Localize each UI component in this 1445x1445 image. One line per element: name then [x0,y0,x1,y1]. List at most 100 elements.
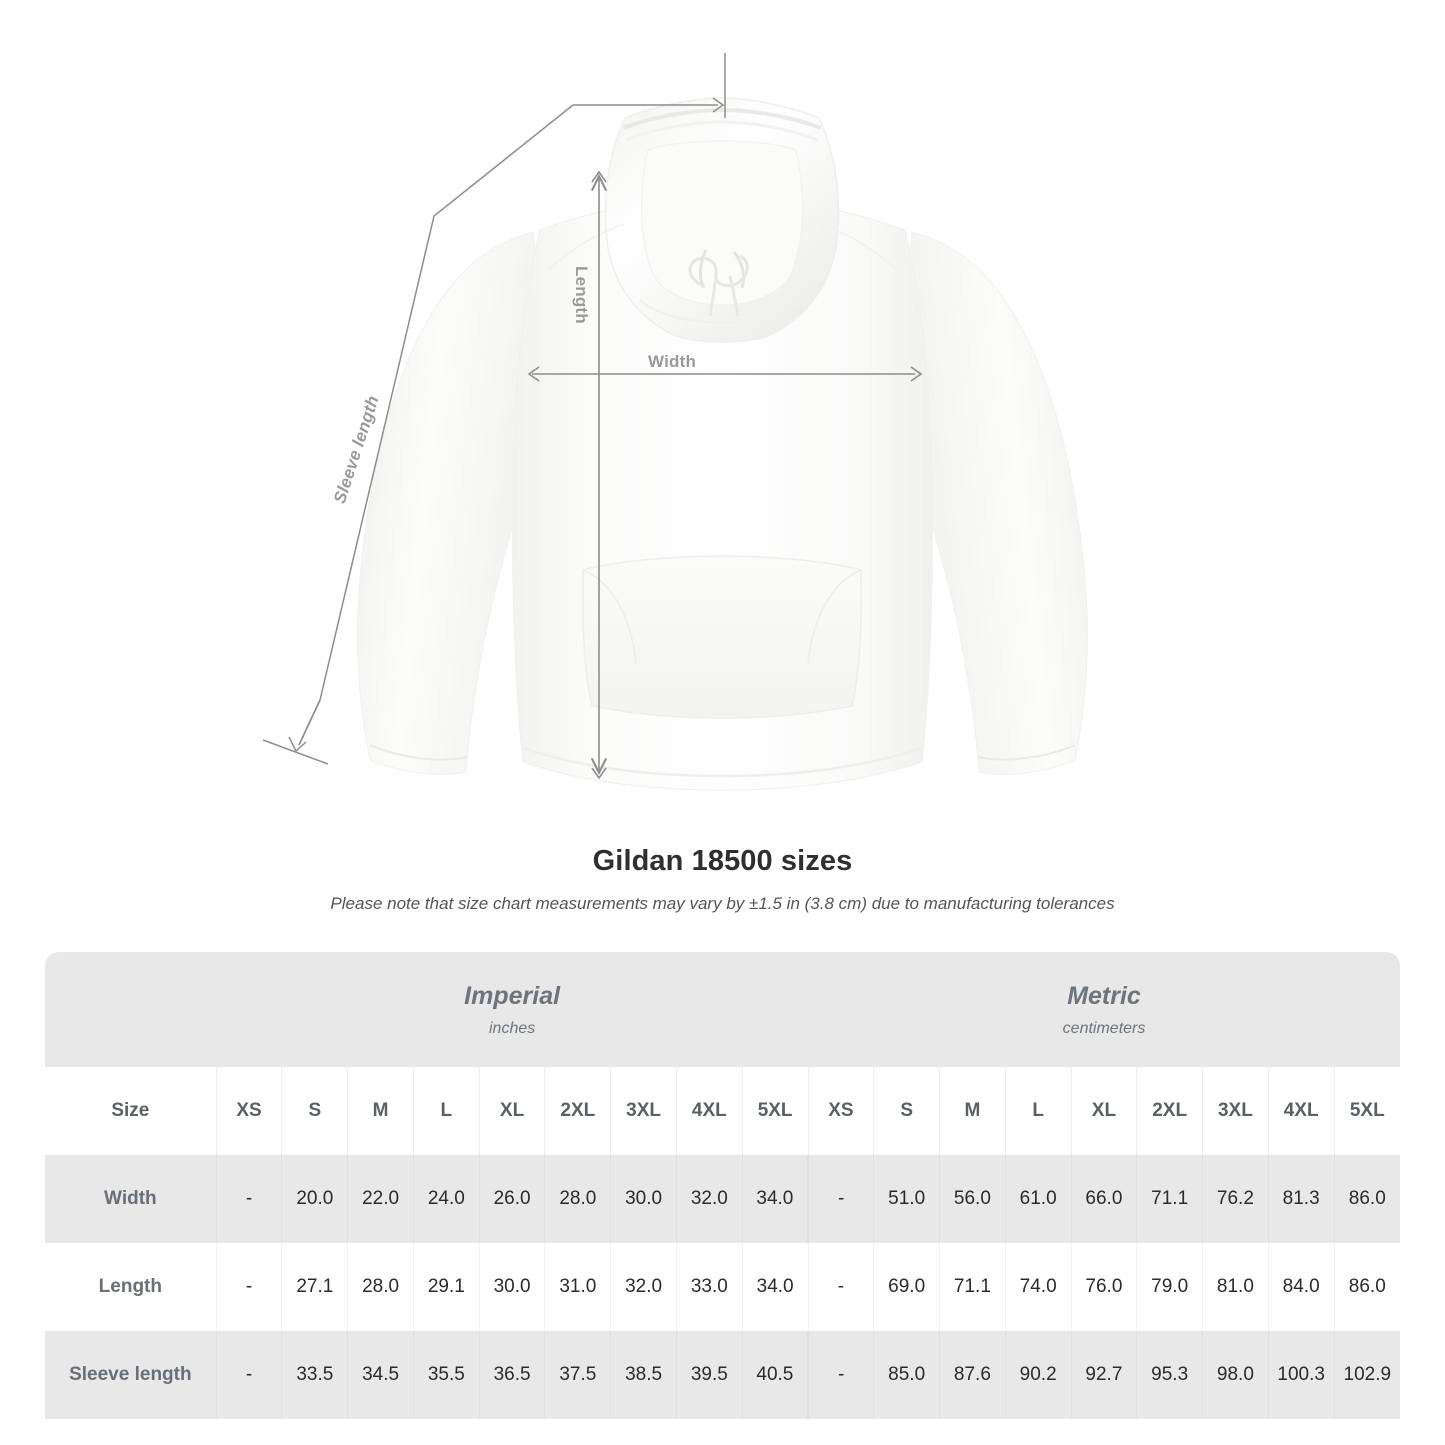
cell-sleeve-length-imperial-2xl: 37.5 [544,1331,611,1419]
cell-width-imperial-xl: 26.0 [478,1155,545,1243]
cell-length-imperial-s: 27.1 [281,1243,348,1331]
cell-width-imperial-4xl: 32.0 [675,1155,743,1243]
cell-sleeve-length-metric-2xl: 95.3 [1136,1331,1203,1419]
cell-sleeve-length-imperial-m: 34.5 [347,1331,414,1419]
size-chart-table: Imperial inches Metric centimeters Size XS S M L… [45,952,1400,1419]
cell-sleeve-length-metric-xs: - [807,1331,874,1419]
table-row: Length -27.1 28.0 29.1 30.0 31.0 32.0 33.0 34.0-… [45,1243,1400,1331]
unit-group-sub: inches [488,1020,536,1038]
width-dimension-line [527,366,923,382]
cell-sleeve-length-imperial-l: 35.5 [412,1331,480,1419]
cell-width-metric-l: 61.0 [1004,1155,1072,1243]
width-label: Width [648,352,697,371]
size-header-row: Size XS S M L XL 2XL 3XL 4XL 5XL XS S M L XL 2XL 3XL 4XL 5… [45,1067,1400,1155]
cell-width-metric-xl: 66.0 [1070,1155,1137,1243]
size-header-metric-s: S [873,1067,940,1155]
cell-width-imperial-s: 20.0 [281,1155,348,1243]
cell-sleeve-length-imperial-3xl: 38.5 [610,1331,677,1419]
cell-width-imperial-l: 24.0 [412,1155,480,1243]
cell-width-metric-2xl: 71.1 [1136,1155,1203,1243]
cell-length-imperial-5xl: 34.0 [741,1243,809,1331]
cell-width-imperial-5xl: 34.0 [741,1155,809,1243]
row-label-sleeve-length: Sleeve length [45,1331,217,1419]
cell-length-imperial-3xl: 32.0 [610,1243,677,1331]
size-header-metric-xs: XS [807,1067,874,1155]
cell-length-imperial-xs: - [215,1243,282,1331]
size-header-imperial-l: L [412,1067,480,1155]
page-title: Gildan 18500 sizes [592,845,853,877]
unit-header-row: Imperial inches Metric centimeters [45,952,1400,1067]
cell-length-metric-xs: - [807,1243,874,1331]
cell-length-metric-3xl: 81.0 [1202,1243,1269,1331]
table-row: Width -20.0 22.0 24.0 26.0 28.0 30.0 32.0 34.0-5… [45,1155,1400,1243]
size-header-label: Size [45,1067,217,1155]
size-header-imperial-m: M [347,1067,414,1155]
cell-width-metric-3xl: 76.2 [1202,1155,1269,1243]
cell-length-imperial-4xl: 33.0 [675,1243,743,1331]
cell-width-metric-5xl: 86.0 [1333,1155,1400,1243]
length-label: Length [572,266,591,324]
size-header-imperial-2xl: 2XL [544,1067,611,1155]
cell-length-metric-s: 69.0 [873,1243,940,1331]
size-header-imperial-3xl: 3XL [610,1067,677,1155]
cell-width-metric-m: 56.0 [939,1155,1006,1243]
unit-group-sub: centimeters [1062,1020,1146,1038]
cell-width-metric-s: 51.0 [873,1155,940,1243]
size-header-imperial-4xl: 4XL [675,1067,743,1155]
cell-width-imperial-m: 22.0 [347,1155,414,1243]
hoodie-measurement-diagram: Length Width Sleeve length [262,53,1088,791]
size-header-metric-4xl: 4XL [1267,1067,1335,1155]
cell-length-metric-m: 71.1 [939,1243,1006,1331]
table-row: Sleeve length -33.5 34.5 35.5 36.5 37.5 38.5 39… [45,1331,1400,1419]
cell-sleeve-length-metric-xl: 92.7 [1070,1331,1137,1419]
hoodie-shape [357,97,1088,791]
cell-length-metric-5xl: 86.0 [1333,1243,1400,1331]
size-header-imperial-xl: XL [478,1067,545,1155]
cell-width-metric-xs: - [807,1155,874,1243]
unit-group-metric: Metric centimeters [808,952,1400,1067]
unit-group-imperial: Imperial inches [216,952,809,1067]
size-header-metric-5xl: 5XL [1333,1067,1400,1155]
unit-corner-cell [45,952,217,1067]
row-label-length: Length [45,1243,217,1331]
cell-length-imperial-l: 29.1 [412,1243,480,1331]
cell-width-imperial-xs: - [215,1155,282,1243]
cell-sleeve-length-metric-3xl: 98.0 [1202,1331,1269,1419]
size-header-imperial-s: S [281,1067,348,1155]
hoodie-illustration [262,53,1088,791]
cell-sleeve-length-metric-l: 90.2 [1004,1331,1072,1419]
cell-sleeve-length-metric-s: 85.0 [873,1331,940,1419]
cell-width-imperial-3xl: 30.0 [610,1155,677,1243]
cell-width-metric-4xl: 81.3 [1267,1155,1335,1243]
size-header-metric-2xl: 2XL [1136,1067,1203,1155]
cell-sleeve-length-imperial-xl: 36.5 [478,1331,545,1419]
cell-sleeve-length-metric-5xl: 102.9 [1333,1331,1400,1419]
tolerance-note: Please note that size chart measurements… [330,894,1115,913]
cell-length-metric-l: 74.0 [1004,1243,1072,1331]
size-header-metric-3xl: 3XL [1202,1067,1269,1155]
cell-width-imperial-2xl: 28.0 [544,1155,611,1243]
cell-sleeve-length-metric-4xl: 100.3 [1267,1331,1335,1419]
row-label-width: Width [45,1155,217,1243]
size-header-metric-xl: XL [1070,1067,1137,1155]
chart-title-block: Gildan 18500 sizes Please note that size… [0,845,1445,914]
cell-sleeve-length-imperial-xs: - [215,1331,282,1419]
size-header-metric-m: M [939,1067,1006,1155]
unit-group-name: Imperial [464,981,561,1010]
cell-sleeve-length-imperial-5xl: 40.5 [741,1331,809,1419]
size-header-imperial-xs: XS [215,1067,282,1155]
size-header-metric-l: L [1004,1067,1072,1155]
unit-group-name: Metric [1067,981,1141,1010]
sleeve-length-leader-line [262,53,726,765]
cell-sleeve-length-imperial-4xl: 39.5 [675,1331,743,1419]
cell-sleeve-length-imperial-s: 33.5 [281,1331,348,1419]
cell-length-imperial-xl: 30.0 [478,1243,545,1331]
cell-length-metric-4xl: 84.0 [1267,1243,1335,1331]
cell-length-imperial-m: 28.0 [347,1243,414,1331]
cell-length-imperial-2xl: 31.0 [544,1243,611,1331]
cell-sleeve-length-metric-m: 87.6 [939,1331,1006,1419]
cell-length-metric-xl: 76.0 [1070,1243,1137,1331]
size-chart-table-wrapper: Imperial inches Metric centimeters Size XS S M L… [45,952,1400,1419]
cell-length-metric-2xl: 79.0 [1136,1243,1203,1331]
length-dimension-line [590,170,608,780]
